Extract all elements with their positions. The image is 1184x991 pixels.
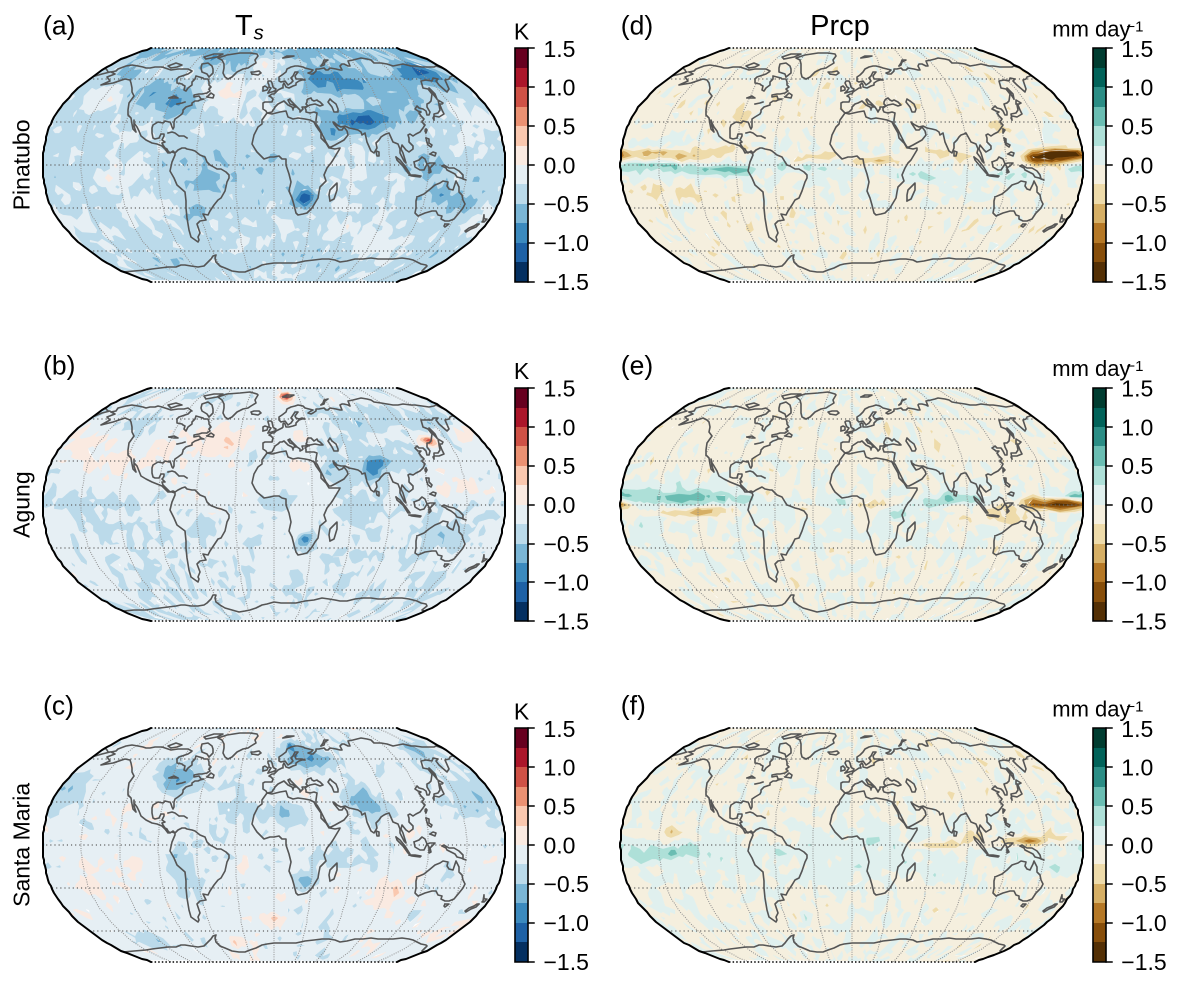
svg-text:1.5: 1.5: [544, 376, 576, 402]
svg-text:1.0: 1.0: [544, 414, 576, 440]
svg-text:−0.5: −0.5: [1121, 191, 1166, 217]
svg-text:−0.5: −0.5: [1121, 531, 1166, 557]
svg-text:mm day: mm day: [1052, 356, 1130, 381]
svg-text:−0.5: −0.5: [1121, 871, 1166, 897]
svg-text:−1: −1: [1126, 699, 1143, 716]
svg-text:−0.5: −0.5: [544, 531, 589, 557]
svg-text:−1: −1: [1126, 19, 1143, 36]
svg-text:−1: −1: [1126, 358, 1143, 375]
svg-text:−1.5: −1.5: [544, 949, 589, 975]
svg-text:1.5: 1.5: [1121, 716, 1153, 742]
svg-text:0.0: 0.0: [1121, 492, 1153, 518]
svg-text:Pinatubo: Pinatubo: [8, 119, 34, 210]
svg-text:−1.0: −1.0: [544, 570, 589, 596]
svg-text:0.0: 0.0: [544, 832, 576, 858]
svg-text:(d): (d): [621, 11, 653, 41]
svg-text:−1.5: −1.5: [1121, 269, 1166, 295]
svg-text:mm day: mm day: [1052, 17, 1130, 42]
svg-text:0.5: 0.5: [544, 114, 576, 140]
svg-text:1.5: 1.5: [1121, 36, 1153, 62]
svg-text:Prcp: Prcp: [810, 10, 870, 42]
svg-text:−1.0: −1.0: [1121, 570, 1166, 596]
svg-text:Santa Maria: Santa Maria: [8, 783, 34, 907]
svg-text:0.0: 0.0: [1121, 152, 1153, 178]
svg-text:0.5: 0.5: [544, 794, 576, 820]
svg-text:1.5: 1.5: [544, 36, 576, 62]
svg-text:0.5: 0.5: [1121, 794, 1153, 820]
svg-text:−1.0: −1.0: [544, 910, 589, 936]
svg-text:0.0: 0.0: [1121, 832, 1153, 858]
svg-text:1.0: 1.0: [544, 75, 576, 101]
svg-text:(c): (c): [43, 691, 74, 721]
svg-text:−1.5: −1.5: [544, 269, 589, 295]
svg-text:(b): (b): [43, 351, 75, 381]
svg-text:−1.0: −1.0: [1121, 910, 1166, 936]
svg-text:0.5: 0.5: [544, 453, 576, 479]
svg-text:(a): (a): [43, 11, 75, 41]
svg-text:(e): (e): [621, 351, 653, 381]
svg-text:(f): (f): [621, 691, 646, 721]
svg-text:0.5: 0.5: [1121, 114, 1153, 140]
svg-text:1.0: 1.0: [1121, 75, 1153, 101]
svg-text:0.5: 0.5: [1121, 453, 1153, 479]
svg-text:1.0: 1.0: [1121, 755, 1153, 781]
svg-text:−1.0: −1.0: [544, 230, 589, 256]
svg-text:−1.5: −1.5: [544, 609, 589, 635]
svg-text:s: s: [254, 22, 264, 45]
svg-text:mm day: mm day: [1052, 697, 1130, 722]
svg-text:−1.5: −1.5: [1121, 609, 1166, 635]
svg-text:1.0: 1.0: [544, 755, 576, 781]
svg-text:1.5: 1.5: [544, 716, 576, 742]
svg-text:Agung: Agung: [8, 471, 34, 538]
svg-text:−0.5: −0.5: [544, 191, 589, 217]
svg-text:0.0: 0.0: [544, 152, 576, 178]
svg-text:K: K: [514, 358, 530, 384]
svg-text:K: K: [514, 699, 530, 725]
svg-text:−0.5: −0.5: [544, 871, 589, 897]
svg-text:−1.5: −1.5: [1121, 949, 1166, 975]
svg-text:1.5: 1.5: [1121, 376, 1153, 402]
svg-text:0.0: 0.0: [544, 492, 576, 518]
svg-text:1.0: 1.0: [1121, 414, 1153, 440]
svg-text:T: T: [235, 10, 253, 42]
svg-text:−1.0: −1.0: [1121, 230, 1166, 256]
svg-text:K: K: [514, 19, 530, 45]
